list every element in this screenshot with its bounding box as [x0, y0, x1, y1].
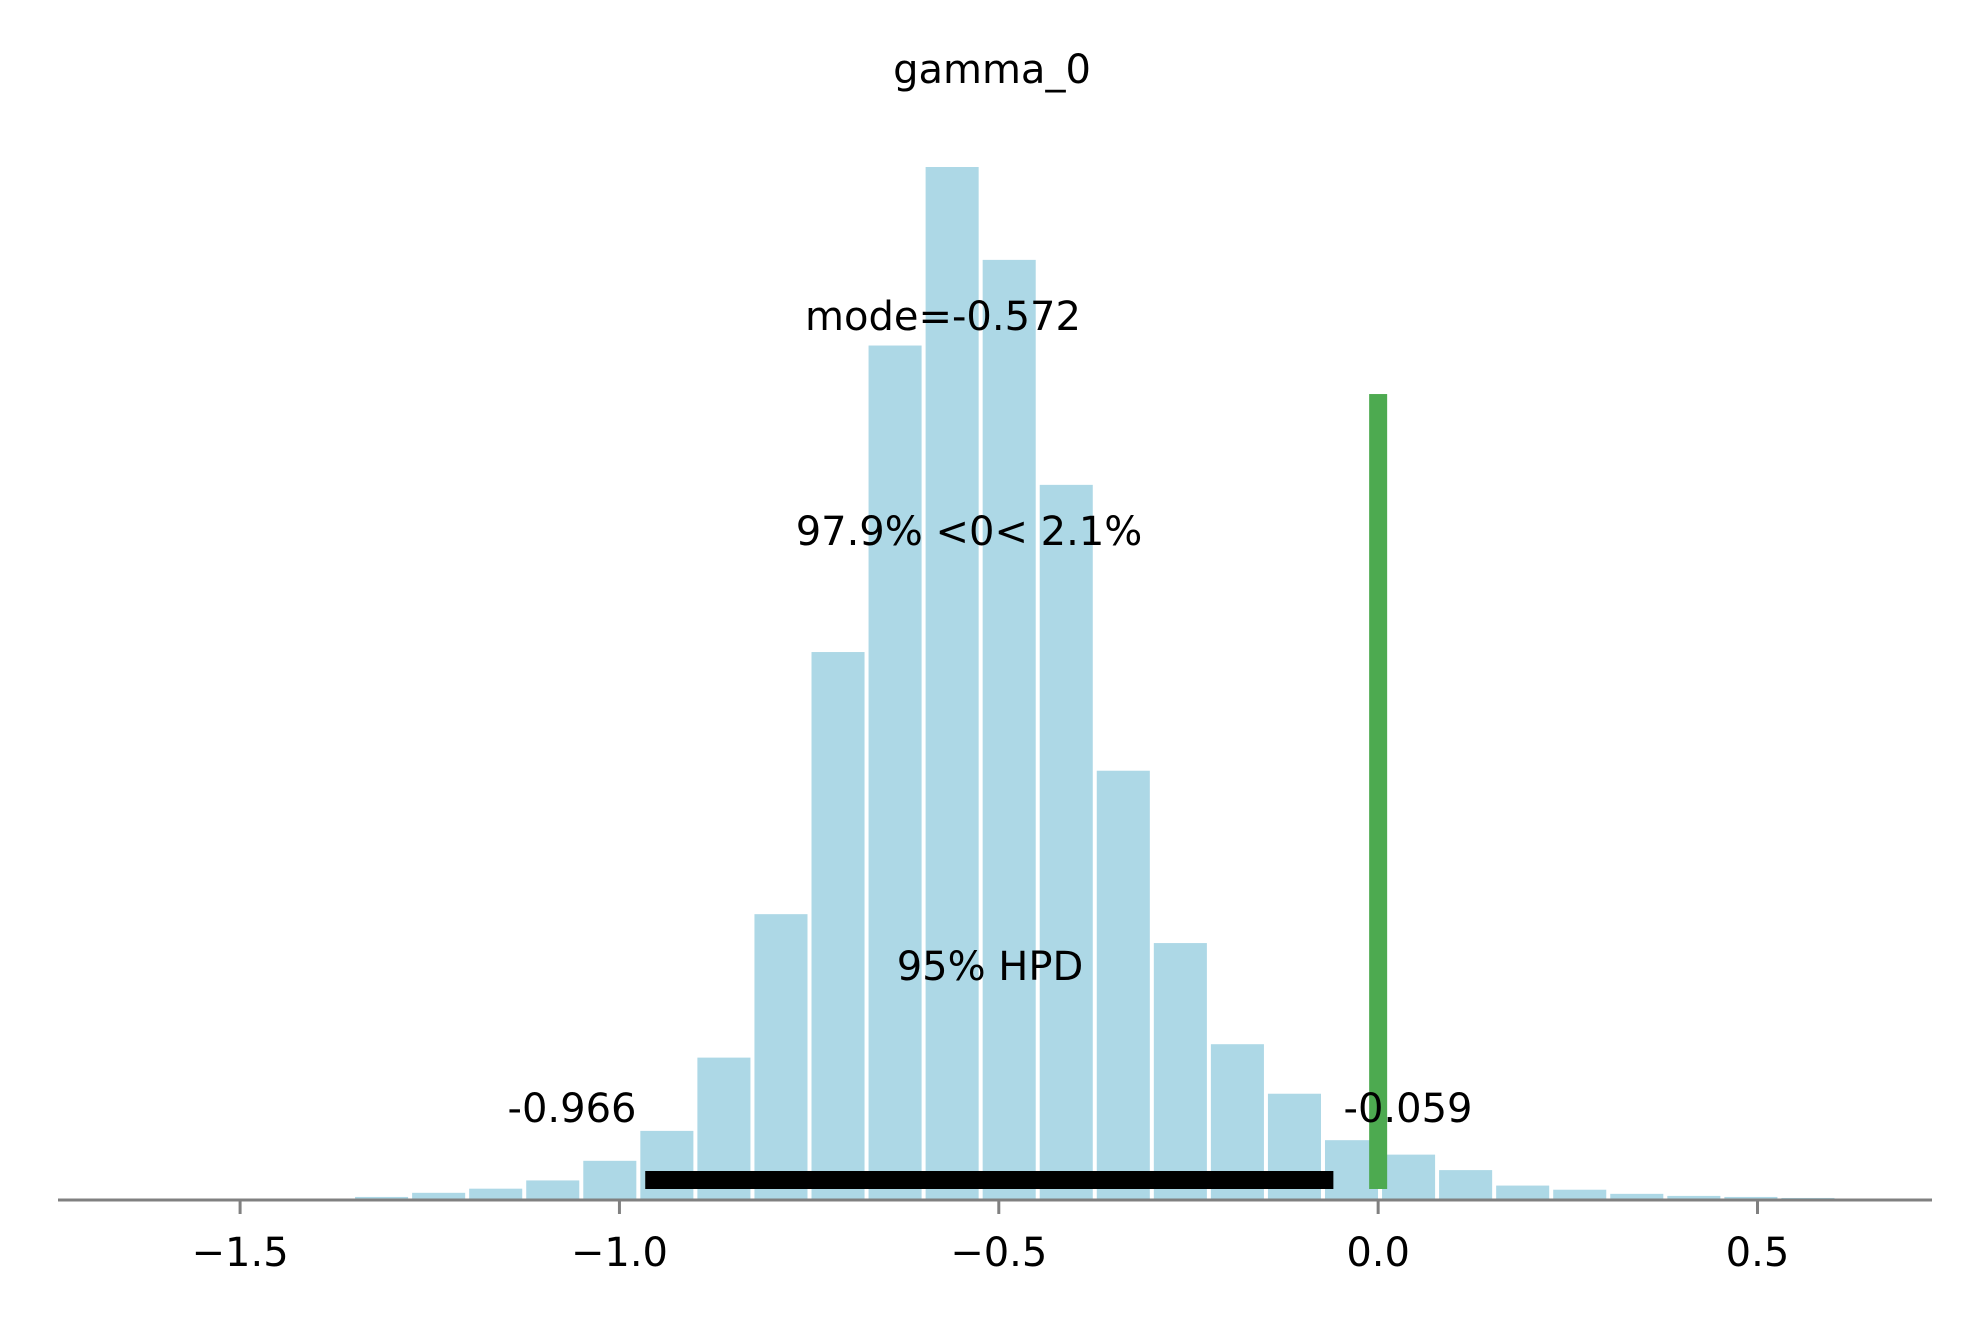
histogram-bar [469, 1188, 523, 1199]
x-tick-label: −0.5 [950, 1230, 1047, 1276]
histogram-bar [1096, 770, 1150, 1199]
histogram-bar [1667, 1195, 1721, 1199]
histogram-bar [754, 914, 808, 1199]
reference-ratio-label: 97.9% <0< 2.1% [796, 509, 1143, 555]
mode-label: mode=-0.572 [805, 294, 1081, 340]
histogram-bars [355, 167, 1835, 1200]
chart-title: gamma_0 [893, 47, 1091, 93]
hpd-high-label: -0.059 [1344, 1086, 1473, 1132]
histogram-bar [1724, 1196, 1778, 1199]
reference-line [1369, 394, 1388, 1189]
x-tick-label: −1.5 [192, 1230, 289, 1276]
histogram-bar [1610, 1193, 1664, 1199]
histogram-bar [811, 652, 865, 1199]
x-tick-label: 0.0 [1346, 1230, 1410, 1276]
reference-line-group [1369, 394, 1388, 1189]
hpd-low-label: -0.966 [508, 1086, 637, 1132]
histogram-bar [1439, 1170, 1493, 1199]
histogram-bar [982, 259, 1036, 1199]
histogram-bar [1039, 484, 1093, 1200]
x-tick-label: −1.0 [571, 1230, 668, 1276]
histogram-bar [412, 1192, 466, 1199]
histogram-bar [1553, 1189, 1607, 1199]
histogram-bar [355, 1196, 409, 1199]
hpd-group [645, 1171, 1334, 1189]
x-tick-label: 0.5 [1726, 1230, 1790, 1276]
histogram-bar [1153, 943, 1207, 1199]
histogram-bar [1496, 1185, 1550, 1199]
histogram-bar [868, 345, 922, 1199]
x-axis: −1.5 −1.0 −0.5 0.0 0.5 [58, 1198, 1932, 1276]
histogram-bar [1382, 1154, 1436, 1199]
histogram-bar [1781, 1197, 1835, 1199]
hpd-bar [645, 1171, 1334, 1189]
histogram-bar [925, 167, 979, 1199]
histogram-bar [526, 1180, 580, 1199]
hpd-label: 95% HPD [897, 944, 1084, 990]
histogram-bar [583, 1160, 637, 1199]
